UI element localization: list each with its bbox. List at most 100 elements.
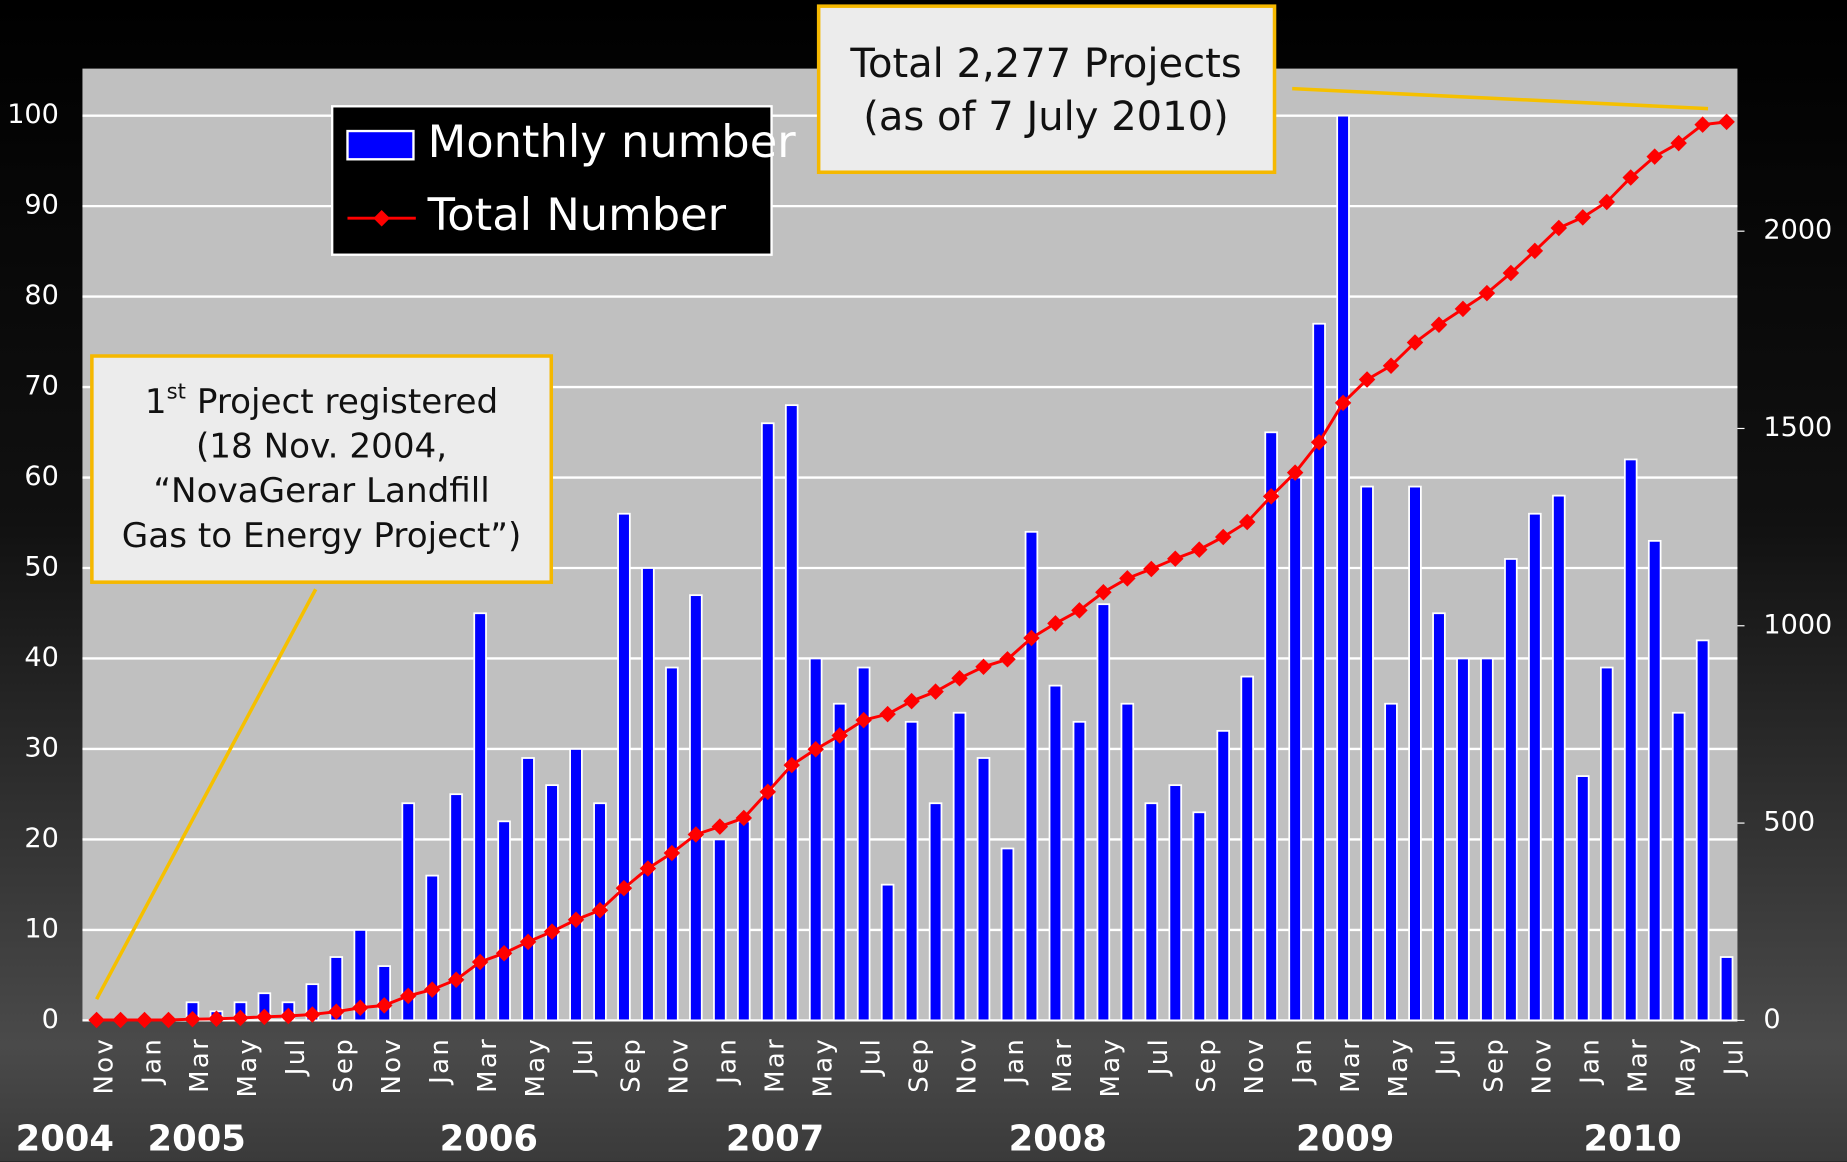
x-tick-label: May bbox=[808, 1037, 838, 1098]
y-tick-label: 60 bbox=[24, 461, 58, 492]
year-label: 2010 bbox=[1583, 1119, 1681, 1160]
line-marker bbox=[1358, 371, 1376, 388]
x-tick-label: Jan bbox=[1000, 1037, 1030, 1086]
year-label: 2004 bbox=[16, 1119, 114, 1160]
bar bbox=[497, 820, 511, 1022]
y-tick-label: 20 bbox=[24, 823, 58, 854]
bar bbox=[904, 720, 919, 1022]
line-marker bbox=[352, 999, 369, 1016]
line-marker bbox=[879, 705, 896, 723]
line-marker bbox=[615, 879, 633, 897]
bar bbox=[1216, 729, 1230, 1022]
line-marker bbox=[927, 683, 944, 700]
line-marker bbox=[304, 1006, 321, 1023]
line-marker bbox=[447, 971, 465, 988]
line-marker bbox=[1382, 357, 1400, 374]
x-tick-label: Jan bbox=[1576, 1037, 1606, 1086]
line-marker bbox=[208, 1010, 225, 1028]
line-marker bbox=[1598, 193, 1616, 211]
line-marker bbox=[519, 933, 537, 951]
line-marker bbox=[1502, 264, 1520, 282]
x-tick-label: Jul bbox=[1432, 1037, 1462, 1077]
bar bbox=[449, 793, 463, 1022]
line-marker bbox=[567, 911, 585, 928]
bar bbox=[1360, 485, 1374, 1022]
y2-tick-label: 1500 bbox=[1763, 412, 1832, 443]
x-tick-label: May bbox=[1096, 1037, 1126, 1098]
bar bbox=[1264, 431, 1278, 1022]
y-tick-label: 30 bbox=[24, 732, 58, 763]
line-marker bbox=[759, 783, 777, 801]
annotation-box bbox=[816, 4, 1277, 175]
bar bbox=[1048, 684, 1063, 1022]
leader-line bbox=[1292, 86, 1709, 111]
line-marker bbox=[1406, 334, 1424, 351]
x-tick-label: Jul bbox=[1719, 1037, 1749, 1077]
bar bbox=[353, 929, 368, 1022]
bar bbox=[952, 711, 967, 1022]
bar bbox=[1528, 512, 1542, 1022]
annotation-text-part: 1 bbox=[145, 382, 167, 422]
line-marker bbox=[1071, 602, 1088, 619]
x-tick-label: Sep bbox=[904, 1037, 934, 1093]
annotation-text: Total 2,277 Projects bbox=[849, 41, 1241, 87]
x-tick-label: Jul bbox=[281, 1037, 311, 1077]
bar bbox=[1096, 603, 1111, 1022]
y2-tick-label: 1000 bbox=[1763, 609, 1832, 640]
x-tick-label: Sep bbox=[617, 1037, 647, 1093]
bar bbox=[329, 956, 344, 1022]
x-tick-label: Sep bbox=[1192, 1037, 1222, 1093]
line-marker bbox=[1574, 209, 1592, 226]
x-tick-label: Nov bbox=[377, 1037, 407, 1095]
year-label: 2006 bbox=[440, 1119, 538, 1160]
x-tick-label: Jul bbox=[569, 1037, 599, 1077]
line-marker bbox=[375, 997, 393, 1014]
bar bbox=[1192, 811, 1207, 1022]
x-tick-label: Nov bbox=[1240, 1037, 1270, 1095]
bar bbox=[832, 702, 847, 1022]
bar bbox=[641, 567, 655, 1022]
bar bbox=[761, 422, 775, 1022]
line-marker bbox=[1718, 113, 1735, 131]
bar bbox=[1336, 114, 1350, 1022]
year-label: 2005 bbox=[148, 1119, 246, 1160]
x-tick-label: Jan bbox=[713, 1037, 743, 1086]
x-tick-label: Nov bbox=[1528, 1037, 1558, 1095]
line-marker bbox=[1622, 169, 1639, 186]
y-tick-label: 90 bbox=[24, 190, 58, 221]
bar bbox=[976, 757, 991, 1022]
line-marker bbox=[1047, 615, 1064, 632]
annotation-text: “NovaGerar Landfill bbox=[153, 471, 489, 511]
annotation-text-part: st bbox=[167, 379, 186, 404]
x-tick-label: Nov bbox=[952, 1037, 982, 1095]
line-marker bbox=[735, 809, 753, 827]
y-tick-label: 40 bbox=[24, 642, 58, 673]
x-tick-label: Nov bbox=[665, 1037, 695, 1095]
bar bbox=[1024, 530, 1039, 1022]
line-marker bbox=[1191, 541, 1208, 558]
annotation-text: Gas to Energy Project”) bbox=[122, 516, 522, 556]
bar bbox=[1240, 675, 1254, 1022]
bar bbox=[1647, 539, 1662, 1022]
line-marker bbox=[136, 1011, 153, 1029]
leader-line bbox=[95, 588, 318, 1000]
y-tick-label: 70 bbox=[24, 371, 58, 402]
annotation-text: (18 Nov. 2004, bbox=[196, 426, 447, 466]
line-marker bbox=[471, 953, 489, 971]
bar bbox=[808, 657, 823, 1022]
x-tick-label: Mar bbox=[185, 1037, 215, 1093]
y-tick-label: 0 bbox=[42, 1004, 59, 1035]
line-marker bbox=[1167, 550, 1184, 567]
y2-tick-label: 0 bbox=[1763, 1004, 1780, 1035]
year-label: 2009 bbox=[1296, 1119, 1394, 1160]
legend-marker bbox=[373, 209, 390, 227]
x-tick-label: Mar bbox=[473, 1037, 503, 1093]
x-tick-label: Jan bbox=[425, 1037, 455, 1086]
legend-label: Monthly number bbox=[428, 115, 797, 168]
bar bbox=[1456, 657, 1470, 1022]
annotation-text-part: Project registered bbox=[186, 382, 498, 422]
line-marker bbox=[256, 1008, 273, 1026]
line-marker bbox=[999, 651, 1016, 668]
